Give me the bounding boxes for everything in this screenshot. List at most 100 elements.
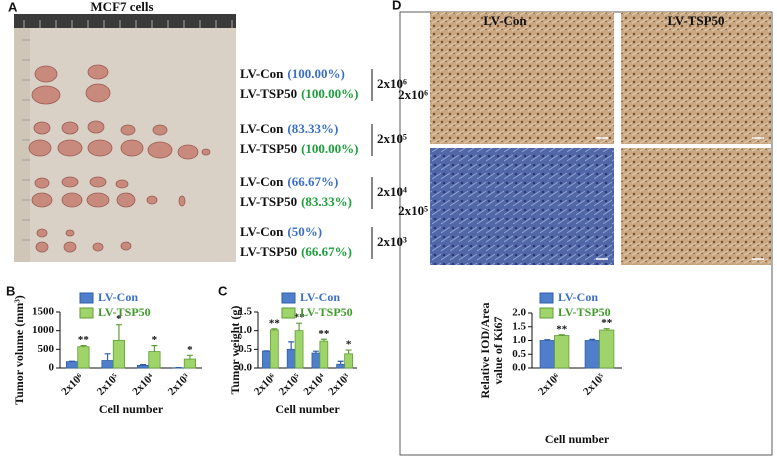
ruler-top [14, 14, 236, 28]
legend-swatch [79, 307, 94, 319]
group-name: LV-Con [240, 121, 284, 136]
micrograph [621, 12, 771, 144]
x-tick-label: 2x10⁴ [301, 371, 328, 398]
ruler-side-ticks [22, 39, 30, 241]
row-label: LV-TSP50 (100.00%) [240, 86, 359, 101]
y-tick-label: 1000 [32, 324, 55, 336]
rate: (66.67%) [301, 244, 352, 259]
significance-label: ** [556, 323, 568, 335]
y-tick-label: 1.5 [238, 306, 252, 318]
bar [584, 340, 600, 369]
row-label: LV-Con (100.00%) [240, 66, 345, 81]
x-tick-label: 2x10³ [326, 371, 353, 398]
panel-label: C [218, 283, 228, 298]
photo-board [14, 14, 236, 262]
bar [294, 330, 304, 369]
error-bar [80, 345, 87, 347]
significance-label: * [116, 313, 122, 325]
rate: (83.33%) [287, 121, 338, 136]
group-name: LV-TSP50 [240, 86, 297, 101]
panel-label: D [392, 0, 401, 12]
significance-label: * [152, 334, 158, 346]
row-label: LV-TSP50 (66.67%) [240, 244, 352, 259]
rate: (100.00%) [301, 141, 358, 156]
rate: (100.00%) [301, 86, 358, 101]
column-label: LV-TSP50 [667, 13, 724, 28]
x-tick-label: 2x10⁶ [536, 371, 563, 398]
legend-label: LV-Con [300, 290, 340, 304]
scale-bars [596, 137, 764, 260]
group-name: LV-Con [240, 174, 284, 189]
group-name: LV-Con [240, 66, 284, 81]
bar [599, 329, 615, 369]
bar [112, 339, 126, 369]
y-tick-label: 0 [49, 362, 55, 374]
bar [336, 363, 346, 369]
bar [344, 353, 353, 369]
error-bar [544, 339, 551, 341]
row-label: LV-TSP50 (83.33%) [240, 194, 352, 209]
x-axis-title: Cell number [275, 402, 340, 416]
bar [319, 340, 329, 369]
legend-label: LV-TSP50 [300, 305, 353, 319]
error-bar [589, 338, 596, 341]
ruler-side [14, 28, 30, 262]
dose-label: 2x10³ [377, 234, 407, 249]
legend-swatch [281, 292, 296, 304]
rate: (100.00%) [287, 66, 344, 81]
micrograph [621, 148, 771, 265]
bar [183, 358, 197, 369]
bar [65, 361, 79, 369]
error-bar [296, 322, 303, 331]
row-label: 2x10⁵ [398, 203, 428, 218]
legend-swatch [79, 292, 94, 304]
y-tick-label: 1500 [32, 306, 55, 318]
bar [554, 335, 570, 369]
rate: (83.33%) [301, 194, 352, 209]
rate: (66.67%) [287, 174, 338, 189]
significance-label: * [346, 339, 352, 351]
y-tick-label: 1.0 [512, 334, 526, 346]
error-bar [345, 349, 352, 354]
significance-label: ** [318, 328, 330, 340]
bar [539, 340, 555, 369]
rate: (50%) [287, 224, 322, 239]
error-bar [186, 354, 193, 360]
row-label: LV-TSP50 (100.00%) [240, 141, 359, 156]
ruler-ticks [23, 20, 233, 28]
error-bar [115, 324, 122, 341]
panel-title: MCF7 cells [90, 0, 153, 14]
legend-swatch [539, 292, 554, 304]
error-bar [320, 338, 327, 342]
micrograph [430, 148, 614, 265]
legend-label: LV-Con [98, 290, 138, 304]
x-tick-label: 2x10⁶ [252, 371, 279, 398]
legend-label: LV-TSP50 [558, 305, 611, 319]
y-axis-title: Tumor volume (mm³) [12, 295, 26, 405]
group-name: LV-TSP50 [240, 244, 297, 259]
error-bar [558, 334, 565, 336]
group-name: LV-TSP50 [240, 141, 297, 156]
x-tick-label: 2x10⁶ [59, 371, 86, 398]
dose-label: 2x10⁵ [377, 131, 407, 146]
y-tick-label: 1.0 [238, 324, 252, 336]
x-tick-label: 2x10⁴ [130, 371, 157, 398]
row-label: LV-Con (50%) [240, 224, 322, 239]
micrograph [430, 12, 614, 144]
x-axis-title: Cell number [99, 402, 164, 416]
error-bar [271, 328, 278, 330]
y-tick-label: 2.0 [512, 307, 526, 319]
significance-label: ** [269, 317, 281, 329]
y-tick-label: 0.0 [512, 362, 526, 374]
row-label: LV-Con (83.33%) [240, 121, 338, 136]
error-bar [151, 345, 158, 352]
bar [269, 329, 279, 369]
error-bar [337, 360, 344, 365]
bar [286, 348, 296, 369]
y-axis-title: Relative IOD/Area [478, 302, 492, 398]
significance-label: ** [294, 312, 306, 324]
y-tick-label: 0.5 [512, 348, 526, 360]
panel-a-labels: LV-Con (100.00%)LV-TSP50 (100.00%)2x10⁶LV-… [240, 66, 407, 259]
y-tick-label: 1.5 [512, 320, 526, 332]
x-tick-label: 2x10⁵ [581, 371, 608, 398]
